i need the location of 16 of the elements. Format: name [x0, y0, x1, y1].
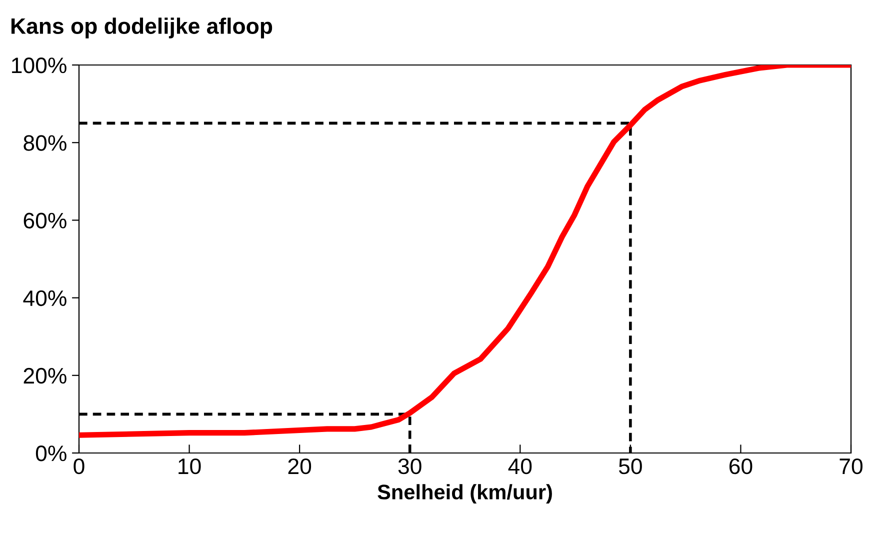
x-tick-label: 20 [288, 458, 312, 474]
x-tick-label: 40 [508, 458, 532, 474]
chart-title: Kans op dodelijke afloop [11, 18, 272, 38]
x-tick-label: 70 [840, 458, 862, 474]
y-tick-label: 60% [24, 212, 66, 228]
x-tick-label: 60 [729, 458, 752, 474]
y-tick-label: 40% [23, 290, 66, 306]
y-tick-label: 0% [36, 446, 66, 462]
y-tick-label: 20% [24, 368, 66, 384]
x-tick-label: 50 [618, 458, 642, 474]
x-tick-label: 0 [74, 458, 84, 474]
y-tick-label: 100% [12, 58, 66, 74]
y-tick-label: 80% [24, 135, 66, 151]
x-axis-title: Snelheid (km/uur) [378, 484, 552, 504]
x-tick-label: 30 [398, 458, 422, 474]
x-tick-label: 10 [178, 458, 201, 474]
